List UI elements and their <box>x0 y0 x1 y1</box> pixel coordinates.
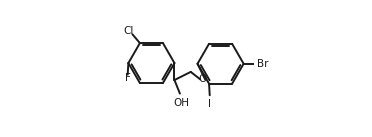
Text: OH: OH <box>173 98 189 108</box>
Text: O: O <box>199 74 207 84</box>
Text: F: F <box>125 73 131 83</box>
Text: Br: Br <box>257 59 269 69</box>
Text: Cl: Cl <box>124 26 134 36</box>
Text: I: I <box>208 99 211 109</box>
